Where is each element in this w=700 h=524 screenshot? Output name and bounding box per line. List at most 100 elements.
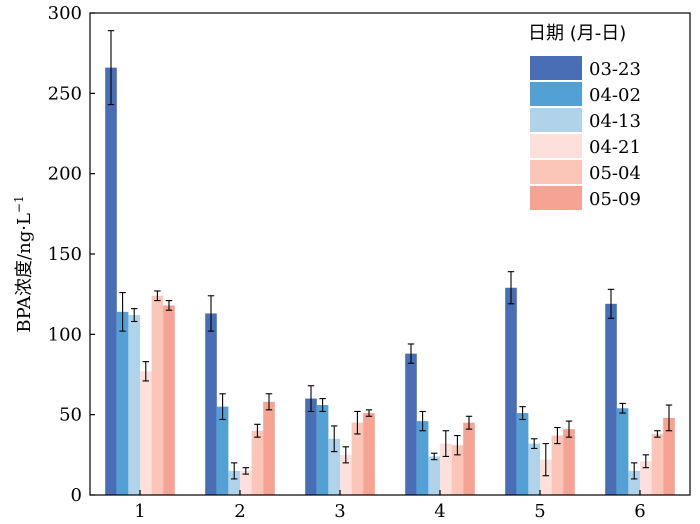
y-axis-label: BPA浓度/ng·L−1 xyxy=(12,195,35,332)
legend-item-04-13: 04-13 xyxy=(530,108,641,132)
error-bar-03-23-site-2 xyxy=(207,295,215,332)
bar-05-09-site-6 xyxy=(663,417,675,495)
error-bar-04-02-site-1 xyxy=(119,292,126,332)
error-bar-04-21-site-2 xyxy=(242,467,249,475)
error-bar-05-04-site-5 xyxy=(554,426,561,445)
error-bar-04-02-site-4 xyxy=(419,410,426,432)
legend-label: 05-04 xyxy=(589,163,641,184)
legend-label: 04-02 xyxy=(589,85,641,106)
bar-03-23-site-5 xyxy=(505,287,517,495)
error-bar-03-23-site-1 xyxy=(107,30,115,106)
legend-swatch xyxy=(530,160,582,184)
y-tick-label: 300 xyxy=(48,3,82,24)
error-bar-04-13-site-2 xyxy=(231,462,238,480)
bar-04-13-site-5 xyxy=(528,443,540,495)
y-tick-label: 100 xyxy=(48,324,82,345)
error-bar-04-21-site-5 xyxy=(542,443,549,477)
bars-layer xyxy=(105,67,675,496)
legend-label: 05-09 xyxy=(589,189,641,210)
error-bar-04-02-site-3 xyxy=(319,398,326,413)
error-bar-04-13-site-3 xyxy=(331,425,338,453)
legend-label: 04-13 xyxy=(589,111,641,132)
bar-04-21-site-2 xyxy=(240,470,252,495)
bar-03-23-site-1 xyxy=(105,67,117,496)
bar-04-21-site-1 xyxy=(140,371,152,495)
error-bar-05-09-site-2 xyxy=(265,393,273,411)
bar-04-21-site-3 xyxy=(340,454,352,495)
bar-04-02-site-6 xyxy=(616,408,629,495)
bar-04-13-site-2 xyxy=(228,470,240,495)
legend-item-05-04: 05-04 xyxy=(530,160,641,184)
bar-04-21-site-4 xyxy=(440,443,452,495)
bar-04-13-site-1 xyxy=(128,315,140,495)
bar-05-04-site-1 xyxy=(151,295,164,495)
error-bar-05-04-site-1 xyxy=(154,290,161,302)
error-bar-05-04-site-6 xyxy=(654,430,661,438)
legend-swatch xyxy=(530,134,582,158)
bar-05-04-site-6 xyxy=(651,433,664,495)
legend-item-04-21: 04-21 xyxy=(530,134,641,158)
bar-04-21-site-6 xyxy=(640,461,652,495)
bar-05-04-site-4 xyxy=(451,445,464,495)
x-tick-label: 5 xyxy=(534,501,545,522)
x-tick-label: 2 xyxy=(234,501,245,522)
bar-05-09-site-3 xyxy=(363,413,375,495)
y-tick-label: 50 xyxy=(59,405,82,426)
x-tick-label: 4 xyxy=(434,501,445,522)
bar-03-23-site-3 xyxy=(305,398,317,495)
bar-04-21-site-5 xyxy=(540,459,552,495)
y-tick-label: 250 xyxy=(48,83,82,104)
legend-label: 03-23 xyxy=(589,59,641,80)
legend-swatch xyxy=(530,56,582,80)
error-bar-05-09-site-6 xyxy=(665,404,673,432)
bar-05-09-site-4 xyxy=(463,422,475,495)
y-axis: 0 50 100 150 200 250 300 xyxy=(48,3,95,506)
error-bar-03-23-site-3 xyxy=(307,385,315,413)
bar-04-13-site-4 xyxy=(428,456,440,495)
y-tick-label: 200 xyxy=(48,164,82,185)
error-bar-04-13-site-6 xyxy=(631,462,638,480)
x-tick-label: 3 xyxy=(334,501,345,522)
bar-04-02-site-1 xyxy=(116,311,129,495)
y-axis-label-unit-exponent: −1 xyxy=(12,195,26,213)
bar-05-09-site-1 xyxy=(163,305,175,495)
x-tick-label: 1 xyxy=(134,501,145,522)
x-axis: 1 2 3 4 5 6 xyxy=(134,490,646,522)
bar-05-09-site-5 xyxy=(563,429,575,495)
legend-item-04-02: 04-02 xyxy=(530,82,641,106)
bar-05-04-site-5 xyxy=(551,435,564,495)
error-bar-03-23-site-5 xyxy=(507,271,515,305)
legend-swatch xyxy=(530,186,582,210)
error-bar-05-04-site-4 xyxy=(454,435,461,456)
bar-04-02-site-4 xyxy=(416,421,429,495)
error-bar-04-21-site-6 xyxy=(642,454,649,469)
error-bar-04-13-site-4 xyxy=(431,452,438,461)
error-bars-layer xyxy=(107,30,673,480)
error-bar-04-13-site-5 xyxy=(531,438,538,449)
bar-04-02-site-5 xyxy=(516,413,529,495)
error-bar-05-04-site-3 xyxy=(354,410,361,435)
legend: 日期 (月-日) 03-23 04-02 04-13 04-21 05-04 05-09 xyxy=(528,23,641,210)
y-tick-label: 150 xyxy=(48,244,82,265)
error-bar-05-09-site-4 xyxy=(465,415,473,430)
bar-04-02-site-2 xyxy=(216,406,229,495)
legend-swatch xyxy=(530,82,582,106)
bar-03-23-site-6 xyxy=(605,303,617,495)
bar-04-13-site-6 xyxy=(628,470,640,495)
bar-05-04-site-3 xyxy=(351,422,364,495)
legend-item-05-09: 05-09 xyxy=(530,186,641,210)
error-bar-05-04-site-2 xyxy=(254,423,261,438)
bar-03-23-site-4 xyxy=(405,353,417,495)
error-bar-04-21-site-3 xyxy=(342,446,349,464)
error-bar-03-23-site-4 xyxy=(407,343,415,364)
bar-03-23-site-2 xyxy=(205,313,217,495)
bar-05-09-site-2 xyxy=(263,401,275,495)
legend-swatch xyxy=(530,108,582,132)
bar-05-04-site-2 xyxy=(251,430,264,495)
x-tick-label: 6 xyxy=(634,501,645,522)
error-bar-04-21-site-1 xyxy=(142,361,149,382)
error-bar-04-02-site-6 xyxy=(619,402,626,414)
bar-04-02-site-3 xyxy=(316,405,329,495)
error-bar-04-13-site-1 xyxy=(131,308,138,323)
